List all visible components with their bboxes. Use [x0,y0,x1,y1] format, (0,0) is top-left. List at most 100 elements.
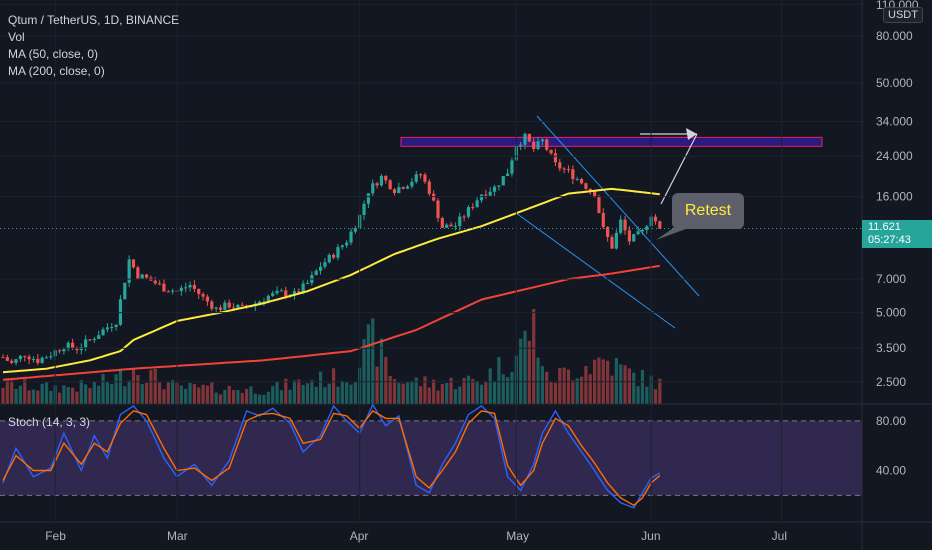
candle-body [201,294,205,297]
volume-bar [571,380,575,404]
candle-body [197,288,201,295]
volume-bar [140,384,144,404]
candle-body [179,287,183,291]
drawings [400,115,823,329]
candle-body [18,355,22,360]
candle-body [123,282,127,300]
volume-bars [1,309,662,404]
volume-bar [153,368,157,404]
volume-bar [619,364,623,404]
volume-bar [179,385,183,404]
volume-bar [327,383,331,404]
candle-body [375,183,379,186]
volume-bar [545,371,549,404]
currency-badge[interactable]: USDT [883,7,923,23]
candle-body [23,355,27,357]
symbol-title[interactable]: Qtum / TetherUS, 1D, BINANCE [8,13,180,27]
volume-bar [558,367,562,404]
volume-bar [218,394,223,404]
candle-body [632,234,636,242]
volume-bar [340,380,344,404]
indicator-ma50[interactable]: MA (50, close, 0) [8,47,99,61]
candle-body [327,254,331,263]
candle-body [231,307,236,309]
candle-body [601,212,605,227]
candle-body [349,231,353,243]
volume-bar [253,393,257,404]
stoch-legend[interactable]: Stoch (14, 3, 3) [8,415,91,429]
indicator-ma200[interactable]: MA (200, close, 0) [8,64,105,78]
chart-legend: Qtum / TetherUS, 1D, BINANCE Vol MA (50,… [8,12,179,80]
volume-bar [162,389,166,404]
volume-bar [506,377,510,404]
candle-body [519,144,523,147]
volume-bar [66,387,70,404]
candle-body [266,295,270,302]
volume-bar [5,378,9,404]
volume-bar [31,389,36,404]
candle-body [318,266,323,271]
projection-arrow-head [686,128,697,140]
stoch-tick-label: 80.00 [876,414,906,428]
volume-bar [44,382,49,404]
candle-body [397,187,401,194]
candle-body [336,247,340,258]
volume-bar [562,367,566,404]
candle-body [236,304,240,308]
volume-bar [462,377,466,404]
volume-bar [584,366,588,404]
volume-bar [62,385,66,404]
candle-body [66,342,70,350]
volume-bar [488,368,492,404]
candle-body [475,200,479,208]
volume-bar [497,357,501,404]
candle-body [27,356,31,360]
volume-bar [484,382,488,404]
volume-bar [349,384,353,404]
volume-bar [97,385,101,404]
volume-bar [436,390,440,404]
volume-bar [392,379,397,404]
retest-callout: Retest [672,193,744,229]
candle-body [440,218,444,228]
channel-upper-line [536,115,700,297]
volume-bar [123,386,127,404]
volume-bar [101,373,105,404]
candle-body [101,329,105,336]
candle-body [423,174,427,182]
volume-bar [27,390,31,404]
volume-bar [588,374,592,404]
volume-bar [366,324,370,404]
candle-body [362,203,366,215]
volume-bar [79,380,83,404]
volume-bar [184,389,188,404]
resistance-zone [400,136,823,147]
candle-body [584,183,588,189]
volume-bar [606,360,610,404]
volume-bar [645,386,649,404]
volume-bar [614,357,618,404]
stochastic-panel: 80.00 40.00 [0,403,932,509]
candle-body [593,191,597,198]
bar-countdown: 05:27:43 [868,234,911,246]
volume-bar [553,382,558,404]
candle-body [553,153,558,163]
volume-bar [410,381,414,404]
volume-bar [353,382,357,404]
candle-body [110,327,114,329]
candle-body [188,284,192,288]
candle-body [410,181,414,187]
volume-bar [384,356,388,404]
volume-bar [127,380,131,404]
volume-bar [314,386,318,404]
volume-bar [166,382,170,404]
indicator-vol[interactable]: Vol [8,30,25,44]
price-tick-label: 16.000 [876,190,913,204]
volume-bar [231,390,236,404]
volume-bar [292,380,297,404]
price-tick-label: 5.000 [876,306,906,320]
candle-body [527,133,531,142]
candle-body [144,274,149,278]
candle-body [44,357,49,359]
